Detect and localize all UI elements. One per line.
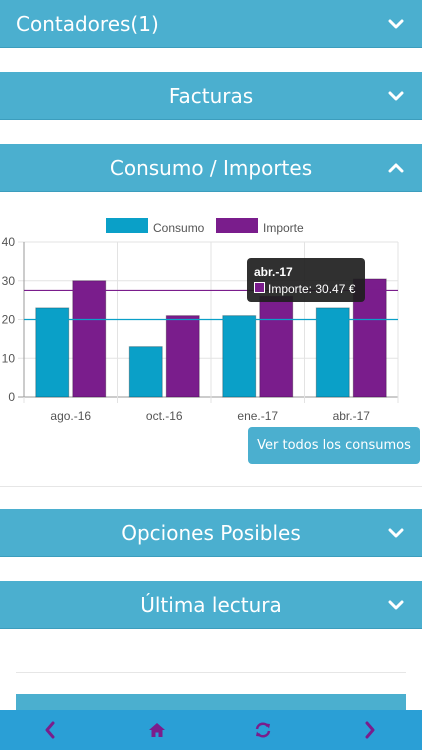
- section-facturas-header[interactable]: Facturas: [0, 72, 422, 120]
- bar-importe: [72, 280, 107, 398]
- section-ultima-title: Última lectura: [140, 592, 282, 617]
- chevron-down-icon: [388, 18, 404, 30]
- chart-tooltip: abr.-17 Importe: 30.47 €: [247, 258, 365, 302]
- y-tick-label: 20: [2, 313, 16, 327]
- bar-consumo: [222, 315, 257, 398]
- legend-label: Consumo: [153, 221, 205, 235]
- legend-swatch: [216, 218, 258, 233]
- section-facturas-title: Facturas: [168, 83, 254, 108]
- chevron-up-icon: [388, 162, 404, 174]
- bar-consumo: [315, 307, 350, 398]
- refresh-icon[interactable]: [253, 720, 273, 740]
- y-tick-label: 30: [2, 274, 16, 288]
- section-ultima-header[interactable]: Última lectura: [0, 581, 422, 629]
- bar-importe: [165, 315, 200, 398]
- consumo-chart: 0 10 20 30 40 ago.-16 oct.-16 ene.-17 abr.-17 Con…: [0, 205, 422, 435]
- ver-todos-consumos-label: Ver todos los consumos: [257, 438, 411, 453]
- x-tick-label: ago.-16: [50, 409, 91, 423]
- home-icon[interactable]: [147, 720, 167, 740]
- x-tick-label: oct.-16: [146, 409, 183, 423]
- bottom-nav-bar: [0, 710, 422, 750]
- y-tick-label: 0: [8, 390, 15, 404]
- legend-label: Importe: [263, 221, 304, 235]
- section-divider: [0, 486, 422, 487]
- section-contadores-header[interactable]: Contadores(1): [0, 0, 422, 48]
- ver-todos-consumos-button[interactable]: Ver todos los consumos: [248, 427, 420, 464]
- section-consumo-title: Consumo / Importes: [109, 155, 313, 180]
- chevron-down-icon: [388, 599, 404, 611]
- bar-importe: [259, 295, 294, 398]
- chevron-right-icon[interactable]: [360, 720, 380, 740]
- bar-consumo: [35, 307, 70, 398]
- chart-svg: 0 10 20 30 40 ago.-16 oct.-16 ene.-17 abr.-17 Con…: [2, 218, 399, 423]
- chevron-down-icon: [388, 527, 404, 539]
- tooltip-text: Importe: 30.47 €: [268, 282, 356, 296]
- section-contadores-title: Contadores(1): [16, 11, 159, 36]
- tooltip-swatch: [254, 282, 265, 293]
- section-opciones-title: Opciones Posibles: [121, 520, 301, 545]
- chevron-left-icon[interactable]: [40, 720, 60, 740]
- chevron-down-icon: [388, 90, 404, 102]
- section-consumo-header[interactable]: Consumo / Importes: [0, 144, 422, 192]
- bar-consumo: [128, 346, 163, 398]
- y-tick-label: 40: [2, 235, 16, 249]
- y-tick-label: 10: [2, 351, 16, 365]
- partial-section-header[interactable]: [16, 694, 406, 710]
- tooltip-title: abr.-17: [254, 265, 293, 279]
- legend-swatch: [106, 218, 148, 233]
- section-opciones-header[interactable]: Opciones Posibles: [0, 509, 422, 557]
- x-tick-label: abr.-17: [333, 409, 371, 423]
- x-tick-label: ene.-17: [237, 409, 278, 423]
- section-divider: [16, 672, 406, 673]
